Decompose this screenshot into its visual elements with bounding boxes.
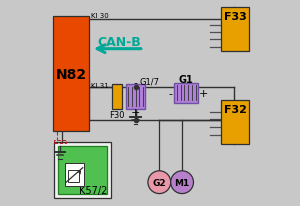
Text: M1: M1: [175, 178, 190, 187]
Bar: [112, 84, 122, 109]
Bar: [58, 146, 106, 194]
Text: -: -: [134, 77, 137, 87]
Bar: [221, 101, 249, 144]
Text: G2: G2: [152, 178, 166, 187]
Text: -: -: [168, 88, 172, 98]
Text: KI 30: KI 30: [91, 13, 109, 18]
Text: F32: F32: [224, 104, 247, 114]
Text: +: +: [198, 88, 208, 98]
Text: K57/2: K57/2: [79, 185, 107, 195]
Bar: [54, 140, 66, 143]
Text: G1/7: G1/7: [140, 77, 160, 86]
Circle shape: [171, 171, 194, 194]
Text: KI 31: KI 31: [91, 83, 109, 88]
Text: F33: F33: [224, 12, 247, 21]
Text: N82: N82: [55, 67, 86, 81]
Text: G1: G1: [179, 74, 194, 84]
Text: CAN-B: CAN-B: [97, 36, 141, 49]
Bar: [174, 83, 198, 103]
Bar: [126, 84, 145, 109]
Bar: [68, 170, 79, 182]
Text: +: +: [131, 107, 140, 117]
Bar: [221, 8, 249, 52]
Bar: [53, 16, 89, 132]
Circle shape: [148, 171, 171, 194]
Text: F30: F30: [109, 111, 124, 120]
Bar: [54, 142, 111, 198]
Bar: [65, 163, 84, 186]
